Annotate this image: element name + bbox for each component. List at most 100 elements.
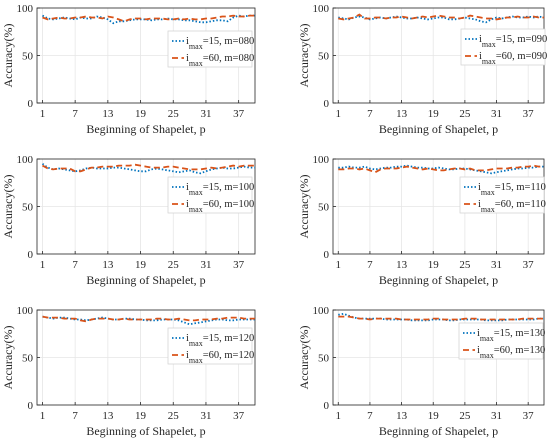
legend-subscript: max <box>481 188 495 197</box>
legend-subscript: max <box>189 339 203 348</box>
legend-label: imax=15, m=100 <box>186 182 254 197</box>
x-tick-label: 37 <box>523 108 535 120</box>
legend-value: =15, m=090 <box>496 34 548 45</box>
legend-box <box>458 322 544 360</box>
y-tick-label: 50 <box>318 353 330 365</box>
series-line-1 <box>41 163 255 175</box>
legend-var: i <box>186 36 189 47</box>
legend-label: imax=15, m=080 <box>186 36 254 51</box>
y-tick-label: 100 <box>313 3 330 15</box>
y-tick-label: 50 <box>22 51 34 63</box>
x-tick-label: 19 <box>428 259 440 271</box>
x-tick-label: 37 <box>233 410 245 422</box>
series-line-2 <box>338 164 544 174</box>
x-tick-label: 7 <box>367 259 373 271</box>
x-tick-label: 19 <box>135 108 147 120</box>
x-tick-label: 13 <box>102 108 114 120</box>
x-tick-label: 37 <box>233 108 245 120</box>
legend-var: i <box>479 51 482 62</box>
y-axis-label: Accuracy(%) <box>1 175 15 239</box>
series-line-1 <box>42 315 255 326</box>
x-tick-label: 25 <box>459 259 471 271</box>
x-tick-label: 25 <box>459 108 471 120</box>
x-tick-label: 13 <box>396 259 408 271</box>
y-tick-label: 50 <box>22 353 34 365</box>
y-axis-label: Accuracy(%) <box>1 24 15 88</box>
x-tick-label: 13 <box>396 410 408 422</box>
legend-box <box>459 176 545 214</box>
legend-value: =60, m=090 <box>496 51 548 62</box>
x-tick-label: 37 <box>523 259 535 271</box>
legend-box <box>167 30 253 68</box>
y-axis-label: Accuracy(%) <box>297 24 311 88</box>
legend-value: =60, m=120 <box>203 350 255 361</box>
legend-label: imax=60, m=130 <box>477 345 545 360</box>
x-tick-label: 1 <box>40 259 46 271</box>
legend-label: imax=60, m=100 <box>186 199 254 214</box>
x-tick-label: 37 <box>523 410 535 422</box>
x-tick-label: 31 <box>491 410 502 422</box>
y-tick-label: 0 <box>28 249 34 261</box>
x-tick-label: 25 <box>168 259 180 271</box>
legend-label: imax=15, m=090 <box>479 34 547 49</box>
legend-value: =15, m=120 <box>203 333 255 344</box>
legend-value: =15, m=110 <box>495 182 546 193</box>
x-tick-label: 1 <box>336 108 342 120</box>
x-tick-label: 7 <box>72 259 78 271</box>
x-tick-label: 31 <box>200 259 211 271</box>
y-tick-label: 0 <box>324 249 330 261</box>
x-tick-label: 13 <box>102 410 114 422</box>
legend-subscript: max <box>189 42 203 51</box>
x-tick-label: 13 <box>102 259 114 271</box>
legend-var: i <box>477 345 480 356</box>
x-tick-label: 31 <box>491 108 502 120</box>
legend-label: imax=15, m=110 <box>478 182 546 197</box>
legend-subscript: max <box>482 57 496 66</box>
legend-value: =60, m=130 <box>494 345 546 356</box>
legend-var: i <box>478 182 481 193</box>
y-tick-label: 100 <box>17 154 34 166</box>
legend-value: =60, m=100 <box>203 199 255 210</box>
legend-subscript: max <box>189 59 203 68</box>
chart-panel-6: 1 7 13 19 25 31 37 0 50 100 Beginning of Shapelet,… <box>297 305 545 438</box>
y-tick-label: 0 <box>324 98 330 110</box>
x-tick-label: 31 <box>491 259 502 271</box>
x-tick-label: 13 <box>396 108 408 120</box>
legend-var: i <box>479 34 482 45</box>
chart-panel-5: 1 7 13 19 25 31 37 0 50 100 Beginning of Shapelet,… <box>1 305 256 438</box>
legend-label: imax=60, m=090 <box>479 51 547 66</box>
legend-var: i <box>186 333 189 344</box>
legend-label: imax=15, m=120 <box>186 333 254 348</box>
x-axis-label: Beginning of Shapelet, p <box>379 424 498 438</box>
x-tick-label: 25 <box>168 108 180 120</box>
y-tick-label: 0 <box>28 98 34 110</box>
legend-value: =15, m=080 <box>203 36 255 47</box>
legend-subscript: max <box>481 205 495 214</box>
y-axis-label: Accuracy(%) <box>297 175 311 239</box>
x-tick-label: 19 <box>135 259 147 271</box>
legend-subscript: max <box>480 351 494 360</box>
legend-subscript: max <box>482 40 496 49</box>
series-line-2 <box>42 14 255 23</box>
legend-subscript: max <box>189 205 203 214</box>
x-tick-label: 31 <box>200 108 211 120</box>
y-tick-label: 0 <box>324 400 330 412</box>
y-tick-label: 100 <box>313 305 330 317</box>
x-axis-label: Beginning of Shapelet, p <box>86 424 205 438</box>
chart-panel-2: 1 7 13 19 25 31 37 0 50 100 Beginning of Shapelet,… <box>297 3 547 136</box>
legend-box <box>460 28 546 66</box>
legend-subscript: max <box>480 334 494 343</box>
x-tick-label: 31 <box>200 410 211 422</box>
legend-var: i <box>186 350 189 361</box>
legend-box <box>167 176 253 214</box>
legend-subscript: max <box>189 356 203 365</box>
legend-value: =15, m=100 <box>203 182 255 193</box>
legend-label: imax=60, m=120 <box>186 350 254 365</box>
x-tick-label: 19 <box>428 108 440 120</box>
y-tick-label: 50 <box>318 51 330 63</box>
x-tick-label: 25 <box>168 410 180 422</box>
x-tick-label: 1 <box>40 108 46 120</box>
y-tick-label: 100 <box>17 3 34 15</box>
legend-subscript: max <box>189 188 203 197</box>
